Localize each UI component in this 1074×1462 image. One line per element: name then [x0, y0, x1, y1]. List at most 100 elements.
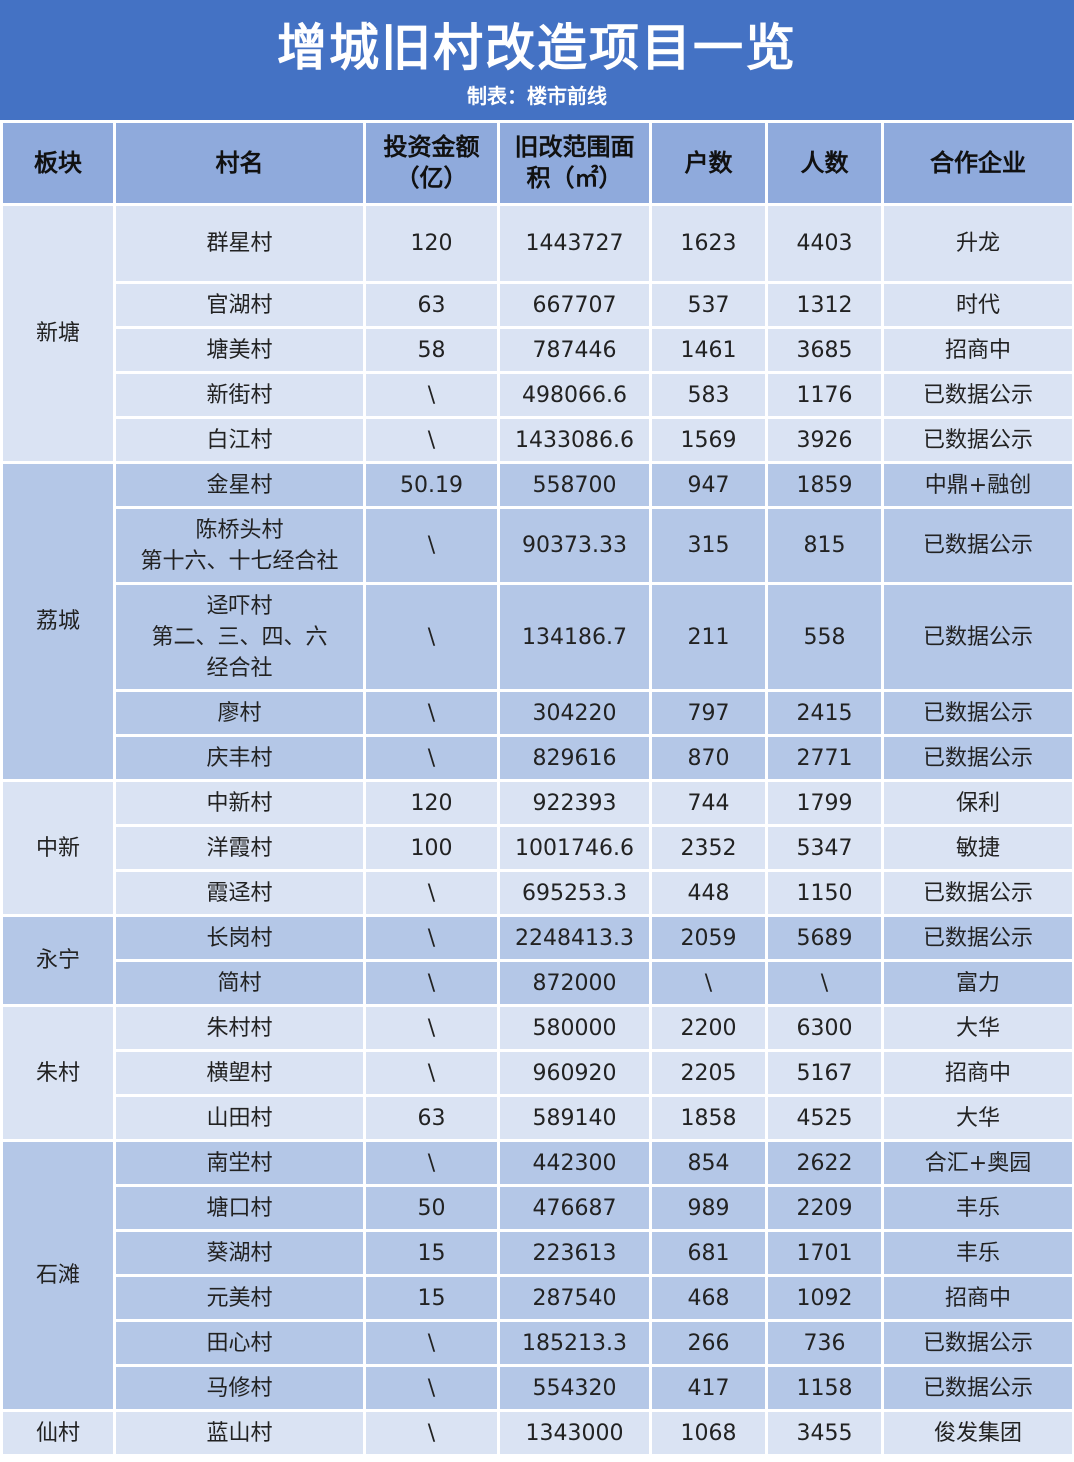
households-cell: 870 [649, 734, 768, 782]
village-name-cell: 官湖村 [113, 281, 366, 329]
households-cell: 1858 [649, 1094, 768, 1142]
partner-cell: 俊发集团 [881, 1409, 1074, 1457]
village-name-cell: 蓝山村 [113, 1409, 366, 1457]
village-name-cell: 新街村 [113, 371, 366, 419]
partner-cell: 保利 [881, 779, 1074, 827]
households-cell: 1623 [649, 203, 768, 284]
area-cell: 829616 [497, 734, 652, 782]
partner-cell: 敏捷 [881, 824, 1074, 872]
population-cell: 1176 [765, 371, 884, 419]
village-name-cell: 洋霞村 [113, 824, 366, 872]
investment-cell: \ [363, 1004, 500, 1052]
population-cell: 5167 [765, 1049, 884, 1097]
population-cell: 6300 [765, 1004, 884, 1052]
population-cell: 2622 [765, 1139, 884, 1187]
households-cell: 468 [649, 1274, 768, 1322]
table-row: 田心村 \ 185213.3 266 736 已数据公示 [2, 1319, 1074, 1367]
table-row: 官湖村 63 667707 537 1312 时代 [2, 281, 1074, 329]
area-cell: 1443727 [497, 203, 652, 284]
investment-cell: \ [363, 689, 500, 737]
village-name-cell: 简村 [113, 959, 366, 1007]
partner-cell: 已数据公示 [881, 582, 1074, 692]
area-cell: 580000 [497, 1004, 652, 1052]
table-row: 新塘 群星村 120 1443727 1623 4403 升龙 [0, 203, 1074, 464]
village-name-cell: 金星村 [113, 461, 366, 509]
village-name-cell: 廖村 [113, 689, 366, 737]
households-cell: 2205 [649, 1049, 768, 1097]
village-name-cell: 朱村村 [113, 1004, 366, 1052]
table-row: 塘美村 58 787446 1461 3685 招商中 [2, 326, 1074, 374]
population-cell: 2209 [765, 1184, 884, 1232]
area-cell: 442300 [497, 1139, 652, 1187]
table-row: 廖村 \ 304220 797 2415 已数据公示 [2, 689, 1074, 737]
header-households: 户数 [649, 120, 768, 206]
population-cell: 736 [765, 1319, 884, 1367]
households-cell: 537 [649, 281, 768, 329]
households-cell: 211 [649, 582, 768, 692]
investment-cell: 58 [363, 326, 500, 374]
village-name-cell: 陈桥头村 第十六、十七经合社 [113, 506, 366, 585]
households-cell: 681 [649, 1229, 768, 1277]
partner-cell: 已数据公示 [881, 689, 1074, 737]
district-cell: 永宁 [0, 914, 116, 1007]
table-row: 陈桥头村 第十六、十七经合社 \ 90373.33 315 815 已数据公示 [2, 506, 1074, 585]
partner-cell: 合汇+奥园 [881, 1139, 1074, 1187]
investment-cell: 100 [363, 824, 500, 872]
table-row: 石滩 南坣村 \ 442300 854 2622 合汇+奥园 [0, 1139, 1074, 1412]
partner-cell: 已数据公示 [881, 914, 1074, 962]
population-cell: 558 [765, 582, 884, 692]
village-name-cell: 塘口村 [113, 1184, 366, 1232]
table-row: 新街村 \ 498066.6 583 1176 已数据公示 [2, 371, 1074, 419]
investment-cell: \ [363, 914, 500, 962]
village-name-cell: 南坣村 [113, 1139, 366, 1187]
area-cell: 134186.7 [497, 582, 652, 692]
investment-cell: 15 [363, 1229, 500, 1277]
area-cell: 2248413.3 [497, 914, 652, 962]
partner-cell: 已数据公示 [881, 1364, 1074, 1412]
area-cell: 787446 [497, 326, 652, 374]
population-cell: 1799 [765, 779, 884, 827]
partner-cell: 丰乐 [881, 1184, 1074, 1232]
partner-cell: 招商中 [881, 1274, 1074, 1322]
households-cell: 1461 [649, 326, 768, 374]
partner-cell: 升龙 [881, 203, 1074, 284]
area-cell: 695253.3 [497, 869, 652, 917]
village-name-cell: 群星村 [113, 203, 366, 284]
header-row: 板块 村名 投资金额（亿） 旧改范围面积（㎡） 户数 人数 合作企业 [0, 120, 1074, 206]
header-investment: 投资金额（亿） [363, 120, 500, 206]
area-cell: 304220 [497, 689, 652, 737]
page-subtitle: 制表：楼市前线 [467, 84, 607, 108]
area-cell: 589140 [497, 1094, 652, 1142]
table-row: 白江村 \ 1433086.6 1569 3926 已数据公示 [2, 416, 1074, 464]
partner-cell: 时代 [881, 281, 1074, 329]
households-cell: 947 [649, 461, 768, 509]
partner-cell: 富力 [881, 959, 1074, 1007]
area-cell: 1001746.6 [497, 824, 652, 872]
table-row: 横塱村 \ 960920 2205 5167 招商中 [2, 1049, 1074, 1097]
investment-cell: 63 [363, 1094, 500, 1142]
investment-cell: 50 [363, 1184, 500, 1232]
district-cell: 中新 [0, 779, 116, 917]
investment-cell: 63 [363, 281, 500, 329]
area-cell: 922393 [497, 779, 652, 827]
investment-cell: 120 [363, 203, 500, 284]
households-cell: 315 [649, 506, 768, 585]
investment-cell: \ [363, 734, 500, 782]
investment-cell: 120 [363, 779, 500, 827]
population-cell: 5347 [765, 824, 884, 872]
population-cell: 1312 [765, 281, 884, 329]
households-cell: 2200 [649, 1004, 768, 1052]
area-cell: 498066.6 [497, 371, 652, 419]
village-name-cell: 田心村 [113, 1319, 366, 1367]
table-row: 庆丰村 \ 829616 870 2771 已数据公示 [2, 734, 1074, 782]
table-row: 中新 中新村 120 922393 744 1799 保利 [0, 779, 1074, 917]
village-name-cell: 山田村 [113, 1094, 366, 1142]
population-cell: 3926 [765, 416, 884, 464]
investment-cell: \ [363, 869, 500, 917]
table-row: 朱村 朱村村 \ 580000 2200 6300 大华 [0, 1004, 1074, 1142]
partner-cell: 已数据公示 [881, 416, 1074, 464]
area-cell: 960920 [497, 1049, 652, 1097]
households-cell: 583 [649, 371, 768, 419]
households-cell: 448 [649, 869, 768, 917]
households-cell: 1569 [649, 416, 768, 464]
